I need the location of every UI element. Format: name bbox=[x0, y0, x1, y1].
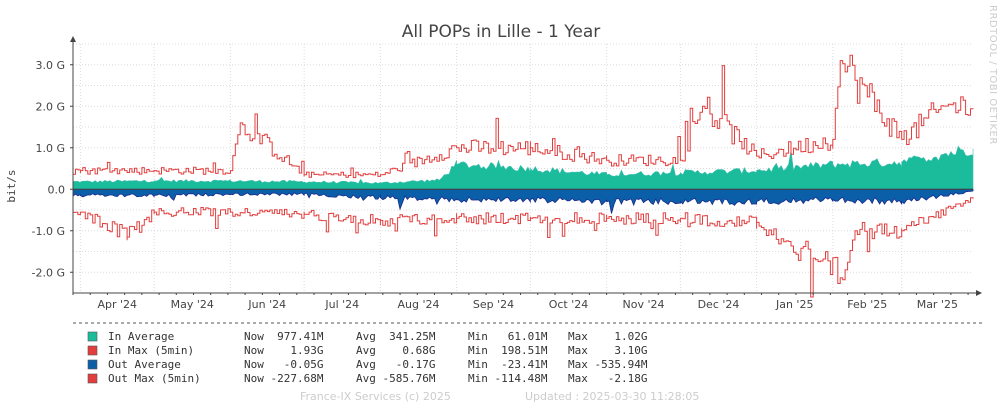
legend-max: Max -535.94M bbox=[568, 358, 648, 371]
y-tick-label: 0.0 bbox=[48, 183, 66, 196]
legend-max: Max 3.10G bbox=[568, 344, 647, 357]
x-tick-label: Apr '24 bbox=[97, 298, 137, 311]
x-tick-label: Dec '24 bbox=[698, 298, 740, 311]
series-out-max bbox=[73, 197, 974, 298]
legend-now: Now -0.05G bbox=[244, 358, 323, 371]
y-tick-label: 3.0 G bbox=[35, 59, 65, 72]
legend-label: Out Max (5min) bbox=[108, 372, 201, 385]
legend-avg: Avg -585.76M bbox=[356, 372, 436, 385]
y-tick-label: 2.0 G bbox=[35, 100, 65, 113]
x-tick-label: Oct '24 bbox=[549, 298, 589, 311]
x-tick-label: May '24 bbox=[171, 298, 214, 311]
legend-now: Now 1.93G bbox=[244, 344, 323, 357]
chart-title: All POPs in Lille - 1 Year bbox=[402, 22, 600, 42]
legend-avg: Avg 0.68G bbox=[356, 344, 435, 357]
legend-now: Now -227.68M bbox=[244, 372, 324, 385]
series-in-max bbox=[73, 54, 974, 179]
series-out-average bbox=[72, 188, 974, 214]
series-in-average bbox=[72, 145, 974, 190]
y-tick-labels: 3.0 G 2.0 G 1.0 G 0.0 -1.0 G -2.0 G bbox=[32, 59, 65, 280]
legend-label: In Average bbox=[108, 330, 174, 343]
x-axis-arrow bbox=[976, 290, 982, 296]
out-max-line bbox=[73, 197, 974, 298]
legend-now: Now 977.41M bbox=[244, 330, 324, 343]
rrdtool-watermark: RRDTOOL / TOBI OETIKER bbox=[987, 5, 998, 145]
legend-swatch bbox=[87, 345, 98, 356]
legend: In Average Now 977.41M Avg 341.25M Min 61.0… bbox=[87, 330, 648, 385]
legend-min: Min 198.51M bbox=[468, 344, 548, 357]
x-tick-label: Jan '25 bbox=[775, 298, 813, 311]
y-tick-label: -1.0 G bbox=[32, 225, 65, 238]
y-tick-label: 1.0 G bbox=[35, 142, 65, 155]
in-max-line bbox=[73, 54, 974, 179]
legend-swatch bbox=[87, 331, 98, 342]
x-tick-label: Jun '24 bbox=[247, 298, 286, 311]
y-tick-label: -2.0 G bbox=[32, 266, 65, 279]
legend-max: Max -2.18G bbox=[568, 372, 647, 385]
in-average-area bbox=[72, 145, 974, 190]
out-average-area bbox=[72, 188, 974, 214]
legend-avg: Avg 341.25M bbox=[356, 330, 436, 343]
x-tick-label: Aug '24 bbox=[397, 298, 439, 311]
legend-avg: Avg -0.17G bbox=[356, 358, 435, 371]
x-tick-label: Nov '24 bbox=[622, 298, 664, 311]
legend-label: In Max (5min) bbox=[108, 344, 194, 357]
y-axis-arrow bbox=[70, 36, 76, 42]
footer-updated: Updated : 2025-03-30 11:28:05 bbox=[525, 390, 699, 403]
y-axis-label: bit/s bbox=[5, 169, 18, 202]
footer-copyright: France-IX Services (c) 2025 bbox=[300, 390, 451, 403]
x-tick-label: Jul '24 bbox=[324, 298, 359, 311]
legend-min: Min 61.01M bbox=[468, 330, 548, 343]
legend-label: Out Average bbox=[108, 358, 181, 371]
legend-min: Min -23.41M bbox=[468, 358, 548, 371]
legend-min: Min -114.48M bbox=[468, 372, 548, 385]
x-tick-label: Sep '24 bbox=[473, 298, 514, 311]
legend-swatch bbox=[87, 359, 98, 370]
legend-max: Max 1.02G bbox=[568, 330, 647, 343]
axes bbox=[70, 36, 982, 296]
x-tick-label: Mar '25 bbox=[917, 298, 958, 311]
legend-swatch bbox=[87, 373, 98, 384]
x-tick-labels: Apr '24 May '24 Jun '24 Jul '24 Aug '24 Sep '… bbox=[97, 298, 958, 311]
x-tick-label: Feb '25 bbox=[847, 298, 887, 311]
